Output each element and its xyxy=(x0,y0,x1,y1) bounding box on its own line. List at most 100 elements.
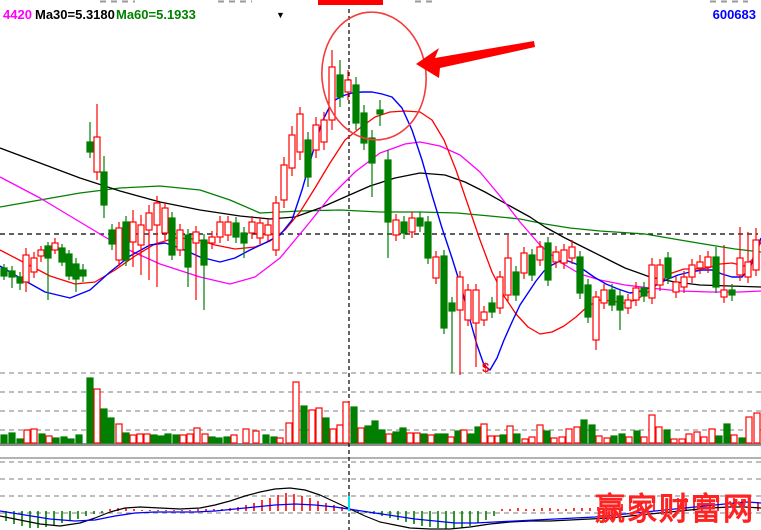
candle xyxy=(232,222,240,238)
volume-bar xyxy=(371,420,379,444)
candle xyxy=(392,219,400,236)
volume-bar xyxy=(136,433,144,444)
candle xyxy=(592,296,600,341)
candle xyxy=(30,257,38,273)
candle xyxy=(51,242,59,251)
candle xyxy=(320,119,328,143)
handicap-value-readout: 4420 xyxy=(3,7,32,22)
volume-bar xyxy=(115,423,123,444)
candle xyxy=(448,302,456,312)
candle xyxy=(712,256,720,288)
dropdown-arrow-icon[interactable]: ▼ xyxy=(276,10,285,20)
candle xyxy=(656,264,664,286)
volume-bar xyxy=(406,432,414,444)
candle xyxy=(600,289,608,304)
volume-bar xyxy=(164,433,172,444)
volume-bar xyxy=(315,407,323,444)
volume-bar xyxy=(434,433,442,444)
candle xyxy=(100,171,108,206)
candle xyxy=(312,124,320,151)
volume-bar xyxy=(499,434,507,444)
candle xyxy=(37,249,45,257)
candle xyxy=(488,302,496,313)
candle xyxy=(400,221,408,234)
volume-bar xyxy=(427,434,435,444)
volume-bar xyxy=(364,425,372,444)
volume-bar xyxy=(753,412,761,444)
clipped-date-label xyxy=(318,0,383,5)
volume-bar xyxy=(738,437,746,444)
volume-bar xyxy=(308,409,316,444)
volume-bar xyxy=(215,437,223,444)
candle xyxy=(552,251,560,263)
candle xyxy=(528,254,536,276)
stock-code: 600683 xyxy=(712,7,756,22)
candle xyxy=(161,207,169,234)
volume-bar xyxy=(30,428,38,444)
candle xyxy=(296,113,304,153)
volume-bar xyxy=(223,436,231,444)
candle xyxy=(168,217,176,256)
candle xyxy=(153,202,161,226)
volume-bar xyxy=(67,438,75,444)
volume-bar xyxy=(230,434,238,444)
candle xyxy=(208,236,216,244)
volume-bar xyxy=(625,436,633,444)
volume-bar xyxy=(100,408,108,444)
candle xyxy=(480,311,488,321)
candle xyxy=(608,289,616,306)
volume-bar xyxy=(378,429,386,444)
volume-bar xyxy=(441,433,449,444)
candle xyxy=(472,289,480,324)
candle xyxy=(344,79,352,93)
candle xyxy=(44,245,52,259)
volume-bar xyxy=(543,430,551,444)
volume-bar xyxy=(603,437,611,444)
volume-bar xyxy=(565,428,573,444)
volume-bar xyxy=(385,433,393,444)
candle xyxy=(272,202,280,251)
volume-bar xyxy=(270,436,278,444)
volume-bar xyxy=(454,430,462,444)
candle xyxy=(632,287,640,301)
volume-bar xyxy=(350,406,358,444)
volume-bars xyxy=(0,377,761,444)
candle xyxy=(696,261,704,269)
volume-bar xyxy=(715,435,723,444)
volume-bar xyxy=(595,435,603,444)
volume-bar xyxy=(420,433,428,444)
dollar-marker: $ xyxy=(482,360,490,375)
candle xyxy=(256,222,264,239)
candle xyxy=(122,221,130,261)
volume-bar xyxy=(45,435,53,444)
candle xyxy=(616,295,624,311)
candle xyxy=(72,263,80,280)
ma30-readout: Ma30=5.3180 xyxy=(35,7,115,22)
candle xyxy=(336,74,344,98)
volume-bar xyxy=(467,433,475,444)
candle xyxy=(504,257,512,296)
volume-bar xyxy=(693,431,701,444)
candle xyxy=(200,239,208,266)
candle xyxy=(86,141,94,153)
candle xyxy=(720,289,728,298)
volume-bar xyxy=(186,433,194,444)
candle xyxy=(328,66,336,121)
volume-bar xyxy=(460,429,468,444)
volume-bar xyxy=(23,429,31,444)
candle xyxy=(79,269,87,277)
volume-bar xyxy=(143,433,151,444)
arrow-annotation xyxy=(416,41,535,78)
volume-bar xyxy=(506,425,514,444)
candle xyxy=(664,257,672,279)
candle xyxy=(464,289,472,321)
candle xyxy=(376,109,384,115)
volume-bar xyxy=(193,427,201,444)
volume-bar xyxy=(52,437,60,444)
candle xyxy=(352,84,360,124)
candle xyxy=(432,256,440,279)
volume-bar xyxy=(107,417,115,444)
volume-bar xyxy=(242,428,250,444)
